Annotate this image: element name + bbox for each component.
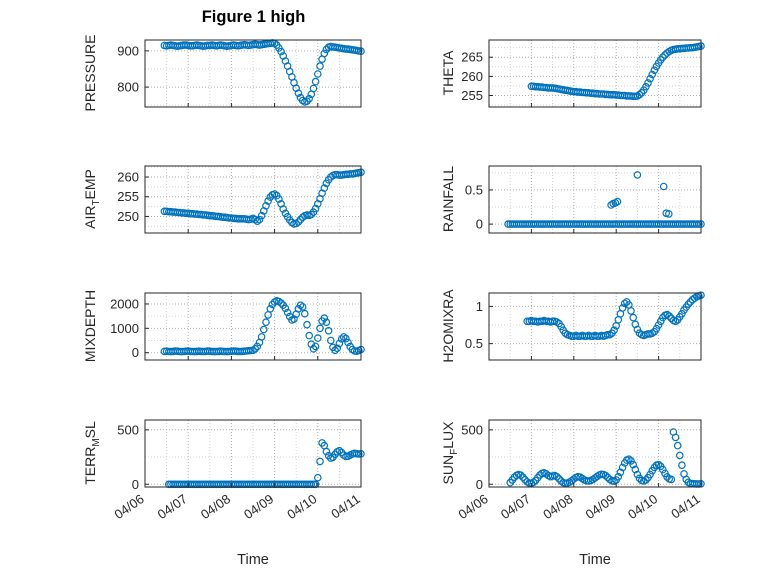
y-tick-label: 250 <box>117 209 139 224</box>
subplot-h2omixra: 0.51 <box>465 291 705 361</box>
axes-box <box>144 165 362 234</box>
y-tick-label: 800 <box>117 80 139 95</box>
subplot-terr-msl: 0 500 04/06 04/07 04/08 04/09 04/10 04/11 <box>111 419 365 522</box>
xaxis-label-right: Time <box>579 552 611 568</box>
axes-box <box>144 292 362 361</box>
y-tick-label: 1 <box>476 299 483 314</box>
x-tick-label: 04/06 <box>111 491 146 522</box>
major-grid <box>489 420 701 487</box>
subplot-sun-flux: 0 500 04/06 04/07 04/08 04/09 04/10 04/11 <box>455 419 705 522</box>
tick-marks <box>488 429 702 487</box>
tick-marks <box>144 303 362 360</box>
x-tick-label: 04/08 <box>540 491 575 522</box>
y-tick-label: 0.5 <box>465 336 483 351</box>
x-tick-label: 04/06 <box>455 491 490 522</box>
x-tick-label: 04/11 <box>328 491 362 521</box>
x-tick-label: 04/10 <box>284 491 319 522</box>
x-tick-label: 04/10 <box>625 491 660 522</box>
data-series-h2omixra <box>523 291 705 341</box>
data-series-sun-flux <box>506 428 705 488</box>
x-tick-label: 04/08 <box>198 491 233 522</box>
y-tick-label: 0.5 <box>465 182 483 197</box>
axes-box <box>488 292 702 361</box>
y-tick-label: 255 <box>461 88 483 103</box>
xaxis-label-left: Time <box>237 552 269 568</box>
y-tick-label: 260 <box>117 170 139 185</box>
y-tick-label: 0 <box>476 217 483 232</box>
y-tick-label: 900 <box>117 43 139 58</box>
minor-grid <box>489 293 701 360</box>
x-tick-label: 04/07 <box>498 491 533 522</box>
y-tick-label: 260 <box>461 69 483 84</box>
data-series-air-temp <box>160 168 365 228</box>
minor-grid <box>489 166 701 233</box>
data-series-pressure <box>160 39 365 106</box>
y-tick-label: 1000 <box>110 321 139 336</box>
y-tick-label: 0 <box>132 477 139 492</box>
y-tick-label: 500 <box>461 422 483 437</box>
tick-marks <box>488 56 702 107</box>
tick-marks <box>144 50 362 107</box>
x-tick-label: 04/07 <box>155 491 190 522</box>
tick-marks <box>488 189 702 233</box>
y-tick-label: 500 <box>117 422 139 437</box>
axes-box <box>144 39 362 108</box>
subplot-pressure: 800 900 <box>117 39 365 108</box>
data-series-mixdepth <box>160 296 365 356</box>
major-grid <box>145 40 361 107</box>
axes-box <box>144 419 362 488</box>
y-tick-label: 265 <box>461 50 483 65</box>
tick-marks <box>144 429 362 487</box>
data-series-rainfall <box>504 171 705 228</box>
axes-box <box>488 419 702 488</box>
y-tick-label: 0 <box>476 477 483 492</box>
minor-grid <box>145 40 361 107</box>
data-series-terr-msl <box>165 439 365 489</box>
minor-grid <box>145 166 361 233</box>
axes-box <box>488 39 702 108</box>
minor-grid <box>489 420 701 487</box>
subplot-rainfall: 00.5 <box>465 165 705 234</box>
figure-title: Figure 1 high <box>201 8 306 26</box>
minor-grid <box>489 40 701 107</box>
y-tick-label: 2000 <box>110 296 139 311</box>
subplot-theta: 255 260 265 <box>461 39 705 108</box>
x-tick-label: 04/09 <box>583 491 618 522</box>
minor-grid <box>145 293 361 360</box>
x-tick-label: 04/11 <box>668 491 702 521</box>
subplot-mixdepth: 0 1000 2000 <box>110 292 365 361</box>
subplot-air-temp: 250 255 260 <box>117 165 365 234</box>
axes-box <box>488 165 702 234</box>
tick-marks <box>488 305 702 360</box>
y-tick-label: 0 <box>132 345 139 360</box>
tick-marks <box>144 176 362 233</box>
y-tick-label: 255 <box>117 189 139 204</box>
x-tick-label: 04/09 <box>241 491 276 522</box>
